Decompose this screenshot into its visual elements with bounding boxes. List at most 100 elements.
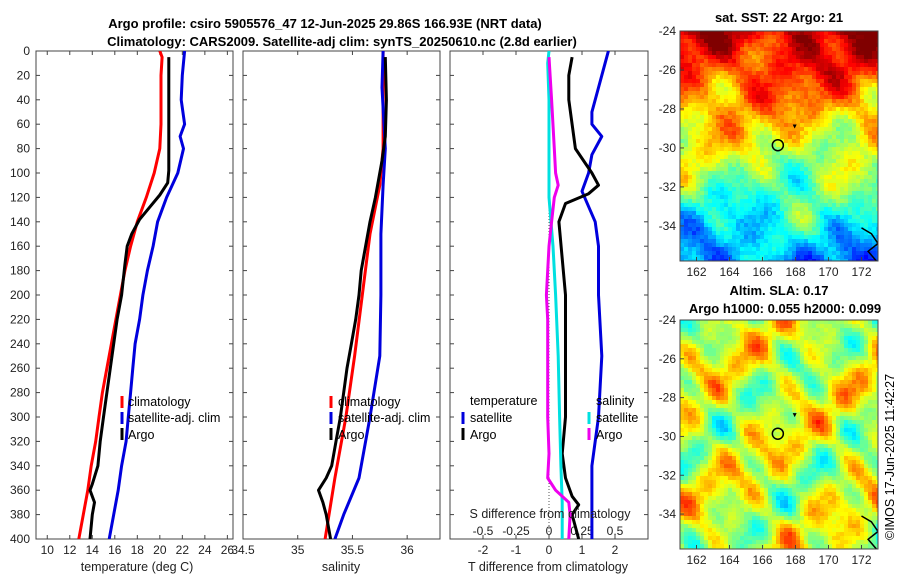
- map-cell: [728, 215, 732, 219]
- map-cell: [872, 179, 876, 183]
- map-cell: [852, 171, 856, 175]
- map-cell: [808, 79, 812, 83]
- map-cell: [832, 99, 836, 103]
- map-cell: [716, 155, 720, 159]
- map-cell: [736, 203, 740, 207]
- map-cell: [752, 127, 756, 131]
- map-cell: [804, 340, 808, 344]
- map-cell: [772, 392, 776, 396]
- map-cell: [780, 63, 784, 67]
- map-cell: [756, 87, 760, 91]
- map-cell: [744, 163, 748, 167]
- map-cell: [872, 119, 876, 123]
- map-cell: [748, 183, 752, 187]
- map-cell: [864, 356, 868, 360]
- map-cell: [820, 119, 824, 123]
- map-cell: [724, 87, 728, 91]
- map-cell: [704, 155, 708, 159]
- map-cell: [716, 215, 720, 219]
- map-cell: [788, 131, 792, 135]
- map-cell: [696, 372, 700, 376]
- map-cell: [732, 35, 736, 39]
- map-cell: [808, 91, 812, 95]
- map-cell: [768, 55, 772, 59]
- map-cell: [728, 211, 732, 215]
- map-cell: [724, 55, 728, 59]
- map-cell: [756, 448, 760, 452]
- map-cell: [748, 348, 752, 352]
- map-cell: [776, 55, 780, 59]
- map-cell: [772, 376, 776, 380]
- map-cell: [808, 51, 812, 55]
- map-cell: [792, 231, 796, 235]
- map-cell: [872, 412, 876, 416]
- map-cell: [860, 35, 864, 39]
- map-cell: [748, 95, 752, 99]
- map-cell: [756, 35, 760, 39]
- map-cell: [776, 231, 780, 235]
- map-cell: [784, 123, 788, 127]
- map-cell: [856, 111, 860, 115]
- map-cell: [856, 47, 860, 51]
- map-cell: [740, 444, 744, 448]
- map-cell: [696, 163, 700, 167]
- map-cell: [760, 167, 764, 171]
- map-cell: [708, 396, 712, 400]
- map-cell: [760, 340, 764, 344]
- map-cell: [744, 412, 748, 416]
- map-cell: [812, 239, 816, 243]
- map-cell: [684, 223, 688, 227]
- map-cell: [808, 424, 812, 428]
- map-cell: [772, 183, 776, 187]
- map-cell: [872, 63, 876, 67]
- map-cell: [764, 171, 768, 175]
- map-cell: [688, 380, 692, 384]
- map-cell: [700, 111, 704, 115]
- map-cell: [772, 364, 776, 368]
- map-cell: [824, 59, 828, 63]
- map-cell: [848, 424, 852, 428]
- map-cell: [848, 380, 852, 384]
- map-cell: [720, 440, 724, 444]
- map-cell: [856, 107, 860, 111]
- map-cell: [756, 199, 760, 203]
- map-cell: [732, 99, 736, 103]
- map-cell: [792, 71, 796, 75]
- map-cell: [728, 135, 732, 139]
- map-cell: [832, 171, 836, 175]
- map-cell: [828, 107, 832, 111]
- map-cell: [712, 39, 716, 43]
- map-cell: [756, 135, 760, 139]
- map-cell: [776, 59, 780, 63]
- map-cell: [828, 75, 832, 79]
- map-cell: [756, 43, 760, 47]
- map-cell: [760, 179, 764, 183]
- map-cell: [704, 95, 708, 99]
- map-cell: [856, 219, 860, 223]
- map-cell: [696, 211, 700, 215]
- map-cell: [852, 195, 856, 199]
- map-cell: [796, 416, 800, 420]
- map-cell: [772, 412, 776, 416]
- map-cell: [820, 55, 824, 59]
- map-cell: [732, 211, 736, 215]
- map-cell: [720, 199, 724, 203]
- map-cell: [860, 39, 864, 43]
- map-cell: [736, 356, 740, 360]
- map-cell: [736, 227, 740, 231]
- map-cell: [740, 332, 744, 336]
- map-cell: [856, 223, 860, 227]
- map-cell: [772, 356, 776, 360]
- map-cell: [760, 159, 764, 163]
- map-cell: [744, 251, 748, 255]
- map-cell: [816, 75, 820, 79]
- map-cell: [760, 348, 764, 352]
- map-cell: [856, 139, 860, 143]
- map-cell: [824, 372, 828, 376]
- map-cell: [816, 199, 820, 203]
- map-cell: [700, 43, 704, 47]
- map-cell: [680, 55, 684, 59]
- map-cell: [812, 408, 816, 412]
- map-cell: [740, 195, 744, 199]
- map-cell: [732, 448, 736, 452]
